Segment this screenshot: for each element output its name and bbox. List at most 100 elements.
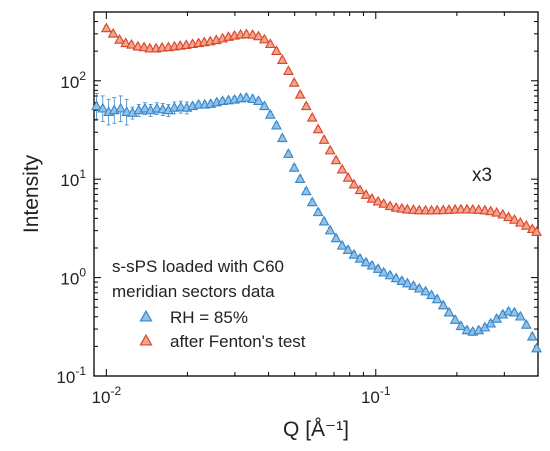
data-point [306, 111, 318, 122]
data-point [443, 306, 455, 317]
data-point [240, 91, 252, 102]
data-point [378, 197, 390, 208]
data-point [300, 185, 312, 196]
y-tick-label-2: 101 [60, 167, 86, 190]
data-point [97, 102, 109, 113]
x-tick-label-1: 10-1 [361, 384, 391, 407]
data-point [396, 275, 408, 285]
data-point [378, 266, 390, 277]
data-point [455, 320, 467, 331]
data-point [384, 200, 396, 211]
data-point [318, 215, 330, 226]
series-1 [100, 22, 542, 236]
y-tick-label-0: 10-1 [56, 364, 86, 387]
data-point [360, 256, 372, 267]
data-point [401, 203, 413, 214]
data-point [348, 178, 360, 189]
data-point [264, 108, 276, 119]
data-point [390, 272, 402, 283]
data-point [508, 306, 520, 317]
data-point [144, 42, 156, 53]
data-point [526, 330, 538, 341]
data-point [473, 204, 485, 214]
legend-marker-rh85 [139, 309, 153, 322]
data-point [258, 33, 270, 44]
x-tick-label-0: 10-2 [92, 384, 122, 407]
data-points [91, 22, 542, 353]
data-point [139, 102, 151, 113]
data-point [485, 317, 497, 328]
data-point [126, 38, 137, 49]
data-point [503, 305, 514, 316]
legend-title-line-1: s-sPS loaded with C60 [112, 257, 284, 276]
data-point [514, 310, 526, 321]
data-point [372, 195, 384, 206]
data-point [132, 40, 144, 51]
data-point [258, 100, 270, 111]
data-point [408, 280, 419, 290]
data-point [312, 123, 324, 134]
data-point [437, 299, 449, 310]
data-point [312, 206, 324, 217]
data-point [348, 248, 360, 259]
data-point [491, 206, 503, 217]
data-point [497, 208, 509, 219]
legend-label-fenton: after Fenton's test [170, 332, 306, 351]
data-point [520, 219, 532, 230]
data-point [503, 211, 514, 222]
data-point [276, 54, 288, 64]
data-point [300, 100, 312, 111]
series-0 [91, 91, 542, 353]
data-point [247, 28, 259, 39]
data-point [360, 189, 372, 199]
data-point [306, 196, 318, 207]
data-point [324, 224, 336, 235]
y-tick-label-1: 100 [60, 266, 86, 289]
data-point [121, 106, 133, 116]
data-point [531, 226, 542, 236]
data-point [336, 239, 348, 250]
data-point [413, 204, 425, 215]
data-point [401, 277, 413, 288]
data-point [318, 134, 330, 144]
data-point [354, 252, 366, 263]
data-point [514, 216, 526, 227]
tick-labels: 10-2 10-1 10-1 100 101 102 [56, 69, 390, 407]
data-point [247, 93, 259, 103]
data-point [240, 28, 252, 39]
data-point [485, 205, 497, 216]
data-point [253, 30, 264, 41]
data-point [384, 269, 396, 280]
data-point [330, 232, 342, 243]
data-point [282, 148, 294, 158]
data-point [366, 192, 378, 203]
data-point [508, 213, 520, 224]
legend-label-rh85: RH = 85% [170, 308, 248, 327]
data-point [354, 184, 366, 195]
data-point [120, 37, 132, 48]
data-point [420, 285, 431, 296]
x-axis-title: Q [Å⁻¹] [283, 418, 349, 441]
data-point [288, 161, 300, 172]
data-point [324, 144, 336, 155]
data-point [413, 282, 425, 293]
data-point [264, 38, 276, 49]
data-point [288, 76, 300, 87]
data-point [294, 88, 306, 99]
data-point [276, 132, 288, 143]
data-point [115, 102, 127, 113]
data-point [138, 41, 150, 52]
annotation-x3: x3 [472, 165, 492, 186]
data-point [531, 342, 542, 353]
data-point [520, 318, 532, 329]
legend-title-line-2: meridian sectors data [112, 282, 275, 301]
data-point [294, 173, 306, 183]
data-point [175, 101, 187, 111]
data-point [342, 171, 354, 182]
data-point [271, 45, 282, 55]
data-point [107, 27, 119, 38]
data-point [479, 204, 491, 215]
data-point [426, 289, 437, 300]
data-point [91, 100, 103, 111]
